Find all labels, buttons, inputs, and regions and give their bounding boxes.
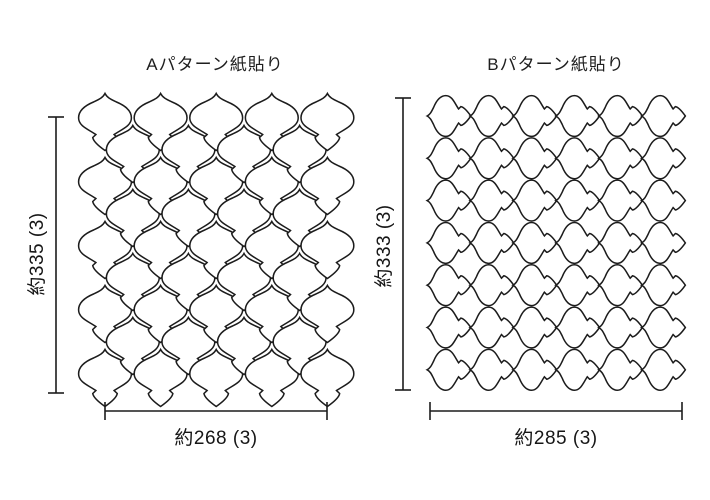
rotated-lantern-tile [512, 137, 558, 180]
rotated-lantern-tile [640, 179, 687, 222]
rotated-lantern-tile [597, 306, 644, 349]
rotated-lantern-tile [597, 264, 644, 307]
rotated-lantern-tile [469, 137, 515, 180]
pattern-b-width-label: 約285 (3) [514, 428, 598, 449]
rotated-lantern-tile [555, 348, 601, 391]
rotated-lantern-tile [555, 137, 601, 180]
rotated-lantern-tile [426, 348, 472, 391]
rotated-lantern-tile [640, 264, 687, 307]
rotated-lantern-tile [426, 137, 472, 180]
pattern-a-tiles [77, 92, 355, 408]
rotated-lantern-tile [426, 179, 472, 222]
rotated-lantern-tile [512, 179, 558, 222]
rotated-lantern-tile [640, 94, 687, 138]
pattern-a-width-dimension-line [104, 402, 328, 420]
rotated-lantern-tile [512, 221, 558, 265]
rotated-lantern-tile [469, 264, 515, 307]
pattern-b-height-dimension-line [395, 97, 411, 391]
rotated-lantern-tile [426, 94, 472, 138]
rotated-lantern-tile [555, 306, 601, 349]
rotated-lantern-tile [469, 348, 515, 391]
pattern-b-title: Bパターン紙貼り [487, 55, 625, 74]
rotated-lantern-tile [597, 94, 644, 138]
rotated-lantern-tile [426, 264, 472, 307]
rotated-lantern-tile [512, 348, 558, 391]
rotated-lantern-tile [640, 137, 687, 180]
pattern-a-title: Aパターン紙貼り [146, 55, 284, 74]
rotated-lantern-tile [426, 306, 472, 349]
rotated-lantern-tile [512, 264, 558, 307]
rotated-lantern-tile [597, 179, 644, 222]
pattern-a-height-label: 約335 (3) [27, 212, 48, 296]
rotated-lantern-tile [426, 221, 472, 265]
rotated-lantern-tile [597, 348, 644, 391]
rotated-lantern-tile [640, 348, 687, 391]
pattern-a-width-label: 約268 (3) [174, 428, 258, 449]
rotated-lantern-tile [469, 94, 515, 138]
rotated-lantern-tile [555, 221, 601, 265]
rotated-lantern-tile [555, 94, 601, 138]
rotated-lantern-tile [597, 221, 644, 265]
rotated-lantern-tile [597, 137, 644, 180]
rotated-lantern-tile [555, 179, 601, 222]
rotated-lantern-tile [640, 221, 687, 265]
rotated-lantern-tile [555, 264, 601, 307]
pattern-b-width-dimension-line [429, 402, 683, 420]
pattern-b-height-label: 約333 (3) [374, 204, 395, 288]
pattern-b-tiles [426, 94, 687, 391]
rotated-lantern-tile [640, 306, 687, 349]
pattern-a-height-dimension-line [48, 116, 64, 394]
rotated-lantern-tile [469, 179, 515, 222]
rotated-lantern-tile [512, 306, 558, 349]
rotated-lantern-tile [469, 306, 515, 349]
rotated-lantern-tile [469, 221, 515, 265]
rotated-lantern-tile [512, 94, 558, 138]
